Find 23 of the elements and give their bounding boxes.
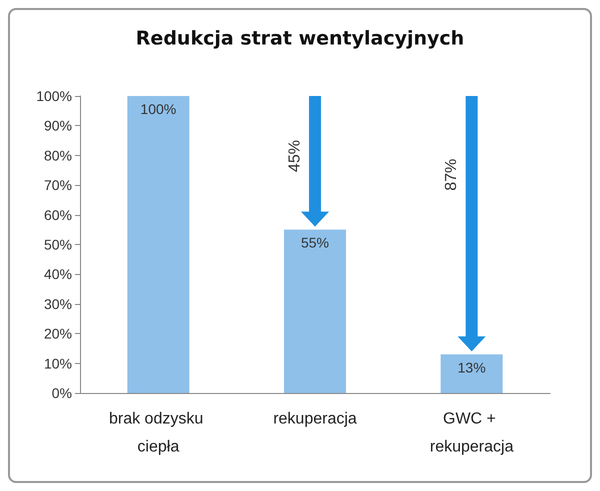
bar [127, 96, 190, 393]
annotation: 87% [443, 158, 460, 191]
x-tick-label: brak odzysku ciepła [108, 410, 208, 456]
y-tick-label: 100% [36, 88, 72, 104]
y-tick-label: 60% [44, 206, 72, 223]
x-tick-label: rekuperacja [273, 410, 357, 428]
bar [284, 230, 346, 393]
y-tick-label: 10% [44, 355, 72, 372]
y-tick-label: 50% [44, 236, 72, 252]
bar [440, 354, 503, 393]
y-tick-label: 0% [52, 385, 72, 401]
x-tick-label: GWC + rekuperacja [430, 410, 514, 456]
y-tick-label: 20% [44, 326, 72, 342]
y-tick-label: 90% [44, 118, 72, 134]
data-label: 13% [458, 359, 486, 376]
y-tick-label: 40% [44, 266, 72, 282]
y-tick-label: 70% [44, 177, 72, 194]
chart-title: Redukcja strat wentylacyjnych [136, 28, 464, 50]
y-tick-label: 30% [44, 296, 72, 312]
data-label: 55% [300, 234, 330, 251]
y-tick-label: 80% [44, 147, 72, 164]
data-label: 100% [140, 101, 176, 117]
annotation: 45% [286, 140, 304, 172]
